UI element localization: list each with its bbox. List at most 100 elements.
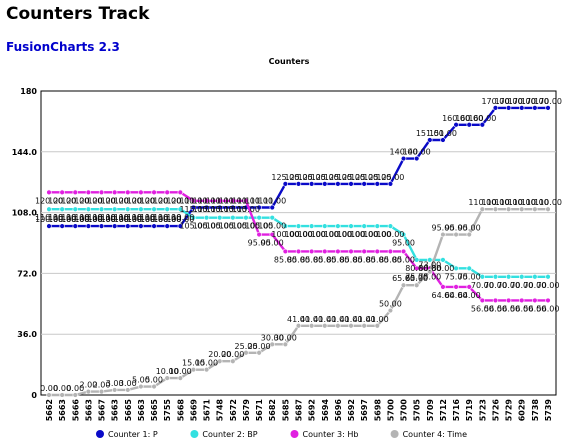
data-label: 170.00 (508, 97, 536, 106)
data-label: 170.00 (495, 97, 523, 106)
data-label: 105.00 (193, 222, 221, 231)
data-label: 120.00 (114, 196, 142, 205)
x-tick-label: 5662 (45, 399, 54, 421)
data-label: 85.00 (340, 255, 363, 264)
data-label: 105.00 (179, 222, 207, 231)
data-label: 56.00 (471, 304, 494, 313)
data-label: 85.00 (300, 255, 323, 264)
data-point (243, 214, 249, 221)
data-point (479, 206, 486, 212)
data-label: 56.00 (484, 304, 507, 313)
data-point (335, 181, 341, 187)
data-point (46, 392, 52, 398)
data-label: 100.00 (101, 215, 129, 224)
data-label: 115.00 (219, 205, 247, 214)
data-point (361, 181, 367, 187)
data-label: 100.00 (140, 215, 168, 224)
data-label: 120.00 (61, 196, 89, 205)
data-point (348, 223, 354, 229)
data-label: 80.00 (431, 264, 454, 273)
data-point (243, 350, 249, 356)
data-label: 95.00 (248, 239, 271, 248)
x-tick-label: 5671 (203, 399, 212, 422)
data-point (164, 189, 170, 196)
data-label: 56.00 (497, 304, 520, 313)
chart-title: Counters (268, 57, 310, 66)
data-point (308, 223, 315, 229)
data-label: 115.00 (206, 205, 234, 214)
data-point (492, 274, 499, 280)
data-label: 110.00 (534, 198, 562, 207)
data-label: 75.00 (405, 272, 428, 281)
y-axis: 0 36.0 72.0 108.0 144.0 180 (12, 87, 38, 400)
x-tick-label: 5696 (334, 399, 343, 422)
data-point (230, 198, 236, 204)
data-point (256, 350, 262, 356)
data-point (98, 189, 105, 196)
x-tick-label: 5700 (386, 399, 395, 422)
series-layer (46, 105, 551, 398)
data-label: 85.00 (366, 255, 389, 264)
data-label: 105.00 (258, 222, 286, 231)
data-label: 120.00 (88, 196, 116, 205)
data-label: 125.00 (311, 173, 339, 182)
data-point (413, 257, 420, 263)
data-label: 111.00 (193, 197, 221, 206)
x-axis: 5662 5663 5666 5663 5667 5663 5665 5663 5665 5755… (45, 399, 553, 422)
data-point (492, 206, 499, 212)
data-point (203, 366, 210, 373)
data-point (453, 231, 459, 238)
data-label: 125.00 (350, 173, 378, 182)
data-point (230, 214, 236, 221)
data-point (282, 181, 289, 187)
data-label: 100.00 (74, 215, 102, 224)
data-point (256, 204, 262, 211)
data-label: 70.00 (484, 281, 507, 290)
data-point (59, 189, 65, 196)
data-point (387, 223, 394, 229)
data-label: 111.00 (206, 197, 234, 206)
chart-subtitle-link[interactable]: FusionCharts 2.3 (6, 40, 120, 54)
data-label: 85.00 (392, 255, 415, 264)
data-point (374, 248, 380, 255)
data-point (98, 388, 105, 395)
data-label: 120.00 (127, 196, 155, 205)
data-point (505, 297, 512, 304)
data-point (295, 223, 302, 229)
data-point (427, 269, 433, 275)
x-tick-label: 5694 (321, 399, 330, 422)
data-point (72, 223, 78, 229)
data-point (125, 206, 131, 212)
data-point (138, 206, 144, 212)
data-point (440, 257, 446, 263)
data-label: 100.00 (376, 230, 404, 239)
data-point (519, 206, 525, 212)
data-label: 30.00 (261, 333, 284, 342)
data-labels: 100.00100.00100.00100.00100.00100.00100.… (35, 97, 562, 393)
data-point (46, 223, 52, 229)
data-label: 95.00 (431, 224, 454, 233)
legend-label: Counter 3: Hb (303, 430, 359, 439)
data-label: 100.00 (363, 230, 391, 239)
data-point (85, 206, 92, 212)
data-label: 64.00 (458, 291, 481, 300)
x-tick-label: 5692 (308, 399, 317, 421)
y-tick-label: 72.0 (17, 269, 37, 278)
data-point (532, 105, 538, 111)
data-label: 110.00 (127, 213, 155, 222)
data-label: 70.00 (523, 281, 546, 290)
data-point (164, 375, 170, 381)
data-point (519, 297, 525, 304)
y-tick-label: 108.0 (12, 209, 38, 218)
data-label: 110.00 (140, 213, 168, 222)
data-label: 10.00 (169, 367, 192, 376)
data-point (256, 231, 262, 238)
data-label: 110.00 (48, 213, 76, 222)
x-tick-label: 5671 (255, 399, 264, 422)
data-point (230, 204, 236, 211)
data-point (190, 198, 197, 204)
data-label: 65.00 (392, 274, 415, 283)
data-point (217, 358, 223, 364)
data-point (322, 223, 328, 229)
data-label: 151.00 (429, 129, 457, 138)
